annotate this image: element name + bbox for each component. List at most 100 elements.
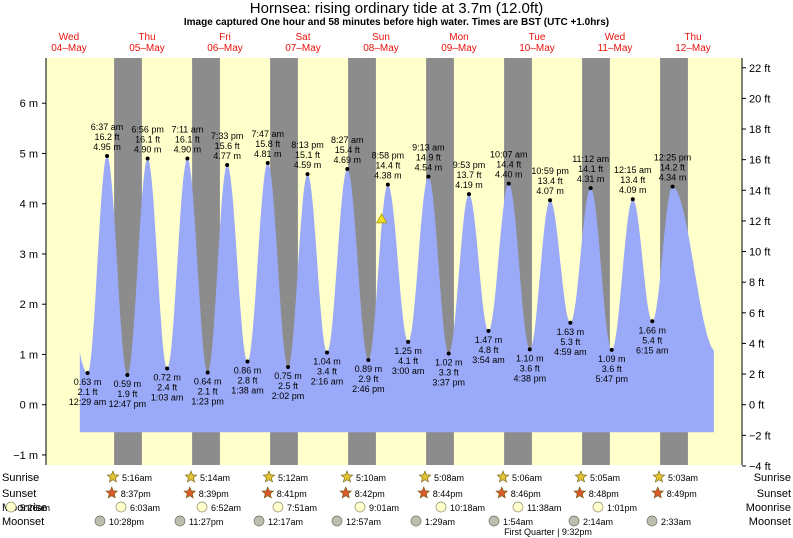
low-ft-label: 4.8 ft	[478, 345, 499, 355]
high-time-label: 11:12 am	[572, 154, 609, 164]
sunrise-icon	[574, 470, 588, 483]
high-time-label: 8:58 pm	[372, 151, 405, 161]
low-ft-label: 2.9 ft	[358, 374, 379, 384]
low-ft-label: 2.8 ft	[237, 375, 258, 385]
low-water-point	[650, 319, 655, 324]
date-label: 10–May	[519, 43, 555, 54]
right-tick-label: 8 ft	[749, 277, 764, 289]
low-m-label: 1.04 m	[313, 356, 341, 366]
left-tick-label: 3 m	[20, 249, 38, 261]
moonrise-icon	[5, 501, 17, 513]
right-tick-label: −4 ft	[749, 461, 771, 473]
row-label-right-sunrise: Sunrise	[754, 472, 791, 484]
low-m-label: 1.25 m	[394, 346, 422, 356]
low-water-point	[205, 370, 210, 375]
high-time-label: 6:56 pm	[131, 124, 164, 134]
high-m-label: 4.77 m	[213, 151, 241, 161]
low-water-point	[568, 320, 573, 325]
low-time-label: 12:29 am	[69, 397, 107, 407]
sunset-time: 8:39pm	[199, 489, 229, 499]
right-tick-label: 14 ft	[749, 185, 770, 197]
high-time-label: 7:47 am	[251, 129, 284, 139]
date-label: 12–May	[675, 43, 711, 54]
low-ft-label: 5.4 ft	[642, 335, 663, 345]
moonrise-icon	[435, 501, 447, 513]
high-water-point	[385, 182, 390, 187]
right-tick-label: 6 ft	[749, 308, 764, 320]
left-tick-label: 5 m	[20, 148, 38, 160]
left-tick-label: 0 m	[20, 400, 38, 412]
low-water-point	[406, 339, 411, 344]
low-m-label: 0.75 m	[274, 371, 302, 381]
row-label-sunrise: Sunrise	[2, 472, 39, 484]
chart-subtitle: Image captured One hour and 58 minutes b…	[183, 17, 610, 28]
moonrise-time: 7:51am	[287, 503, 317, 513]
high-m-label: 4.09 m	[619, 185, 647, 195]
sunrise-icon	[340, 470, 354, 483]
day-of-week-label: Fri	[219, 32, 231, 43]
low-m-label: 0.63 m	[74, 377, 102, 387]
tide-series	[79, 156, 714, 433]
moonset-icon	[94, 515, 106, 527]
high-ft-label: 14.9 ft	[416, 153, 442, 163]
high-water-point	[588, 186, 593, 191]
right-tick-label: 12 ft	[749, 216, 770, 228]
day-of-week-label: Thu	[684, 32, 701, 43]
low-time-label: 1:03 am	[151, 393, 184, 403]
day-of-week-label: Tue	[529, 32, 546, 43]
high-ft-label: 15.4 ft	[335, 145, 361, 155]
right-tick-label: 16 ft	[749, 155, 770, 167]
moonset-icon	[646, 515, 658, 527]
high-water-point	[506, 181, 511, 186]
right-tick-label: 2 ft	[749, 369, 764, 381]
sunrise-time: 5:14am	[200, 473, 230, 483]
moonrise-time: 5:26am	[20, 503, 50, 513]
low-m-label: 0.72 m	[153, 373, 181, 383]
date-label: 04–May	[51, 43, 87, 54]
high-m-label: 4.59 m	[294, 160, 322, 170]
right-tick-label: 10 ft	[749, 247, 770, 259]
right-tick-label: 20 ft	[749, 93, 770, 105]
sunrise-time: 5:05am	[590, 473, 620, 483]
low-ft-label: 5.3 ft	[560, 337, 581, 347]
high-water-point	[225, 163, 230, 168]
high-ft-label: 13.4 ft	[620, 175, 646, 185]
high-time-label: 12:15 am	[614, 165, 652, 175]
high-water-point	[305, 172, 310, 177]
date-label: 09–May	[441, 43, 477, 54]
right-tick-label: −2 ft	[749, 430, 771, 442]
date-label: 05–May	[129, 43, 165, 54]
low-water-point	[125, 373, 130, 378]
moonset-time: 12:17am	[268, 517, 303, 527]
tide-area	[79, 156, 714, 433]
low-m-label: 0.64 m	[194, 377, 222, 387]
high-water-point	[145, 156, 150, 161]
moonrise-time: 10:18am	[450, 503, 485, 513]
sunrise-time: 5:03am	[668, 473, 698, 483]
sunset-time: 8:49pm	[667, 489, 697, 499]
sunrise-icon	[496, 470, 510, 483]
moonset-icon	[331, 515, 343, 527]
high-water-point	[265, 161, 270, 166]
low-m-label: 0.86 m	[234, 365, 262, 375]
low-time-label: 1:23 pm	[191, 397, 224, 407]
high-water-point	[466, 192, 471, 197]
low-water-point	[165, 366, 170, 371]
high-water-point	[548, 198, 553, 203]
low-water-point	[366, 357, 371, 362]
sunset-time: 8:46pm	[511, 489, 541, 499]
left-tick-label: 6 m	[20, 98, 38, 110]
right-tick-label: 22 ft	[749, 63, 770, 75]
moonrise-time: 6:03am	[130, 503, 160, 513]
low-water-point	[609, 347, 614, 352]
date-label: 07–May	[285, 43, 321, 54]
day-labels: Wed04–MayThu05–MayFri06–MaySat07–MaySun0…	[51, 32, 711, 54]
low-m-label: 0.59 m	[114, 379, 142, 389]
high-m-label: 4.95 m	[93, 142, 121, 152]
low-water-point	[325, 350, 330, 355]
high-time-label: 6:37 am	[91, 122, 124, 132]
sunrise-time: 5:08am	[434, 473, 464, 483]
low-water-point	[85, 371, 90, 376]
sunrise-time: 5:16am	[122, 473, 152, 483]
low-time-label: 1:38 am	[231, 385, 264, 395]
